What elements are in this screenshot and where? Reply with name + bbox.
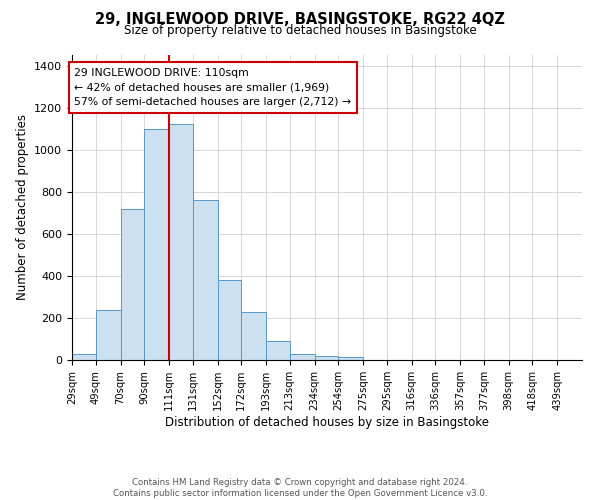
Bar	[95, 310, 121, 360]
Text: 29 INGLEWOOD DRIVE: 110sqm
← 42% of detached houses are smaller (1,969)
57% of s: 29 INGLEWOOD DRIVE: 110sqm ← 42% of deta…	[74, 68, 352, 107]
X-axis label: Distribution of detached houses by size in Basingstoke: Distribution of detached houses by size …	[165, 416, 489, 428]
Text: Contains HM Land Registry data © Crown copyright and database right 2024.
Contai: Contains HM Land Registry data © Crown c…	[113, 478, 487, 498]
Text: Size of property relative to detached houses in Basingstoke: Size of property relative to detached ho…	[124, 24, 476, 37]
Bar	[218, 280, 241, 360]
Bar	[144, 128, 169, 360]
Bar	[290, 354, 314, 360]
Text: 29, INGLEWOOD DRIVE, BASINGSTOKE, RG22 4QZ: 29, INGLEWOOD DRIVE, BASINGSTOKE, RG22 4…	[95, 12, 505, 28]
Bar	[266, 341, 290, 360]
Bar	[121, 208, 144, 360]
Bar	[314, 356, 338, 360]
Y-axis label: Number of detached properties: Number of detached properties	[16, 114, 29, 300]
Bar	[169, 124, 193, 360]
Bar	[72, 354, 95, 360]
Bar	[241, 312, 266, 360]
Bar	[338, 357, 363, 360]
Bar	[193, 200, 218, 360]
